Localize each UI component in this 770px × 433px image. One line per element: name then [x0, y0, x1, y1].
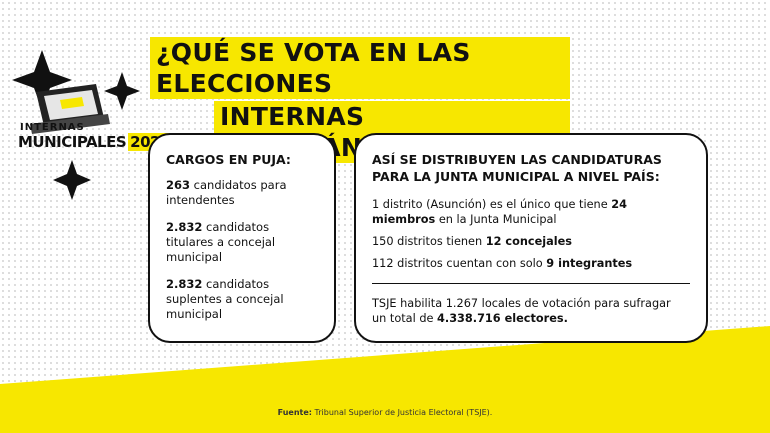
footer-label: Fuente:	[277, 408, 312, 417]
item-list: 263 candidatos para intendentes 2.832 can…	[166, 178, 320, 322]
bold-text: 12 concejales	[485, 235, 573, 248]
text: candidatos titulares a concejal municipa…	[166, 220, 276, 264]
right-card: ASÍ SE DISTRIBUYEN LAS CANDIDATURAS PARA…	[354, 133, 708, 343]
item-list: 1 distrito (Asunción) es el único que ti…	[372, 197, 690, 271]
bold-text: 4.338.716 electores.	[437, 312, 568, 325]
text: 112 distritos cuentan con solo	[372, 257, 547, 270]
text: candidatos suplentes a concejal municipa…	[166, 277, 284, 321]
text: 150 distritos tienen	[372, 235, 486, 248]
left-card: CARGOS EN PUJA: 263 candidatos para inte…	[148, 133, 336, 343]
text: en la Junta Municipal	[435, 213, 557, 226]
ballot-box	[30, 84, 110, 134]
text: candidatos para intendentes	[166, 178, 287, 207]
item: 2.832 candidatos titulares a concejal mu…	[166, 220, 320, 265]
text: TSJE habilita 1.267 locales de votación …	[372, 297, 671, 325]
logo-top: INTERNAS	[20, 122, 85, 133]
sparkles	[12, 50, 140, 200]
bold-text: 9 integrantes	[546, 257, 633, 270]
item: 150 distritos tienen 12 concejales	[372, 234, 690, 249]
yellow-band	[0, 326, 770, 433]
item: 1 distrito (Asunción) es el único que ti…	[372, 197, 690, 227]
bold-text: 2.832	[166, 220, 203, 234]
logo-main-text: MUNICIPALES	[18, 133, 127, 151]
bold-text: 24 miembros	[372, 198, 627, 226]
footer: Fuente: Tribunal Superior de Justicia El…	[0, 408, 770, 417]
bold-text: 263	[166, 178, 191, 192]
note: TSJE habilita 1.267 locales de votación …	[372, 296, 682, 326]
card-heading: CARGOS EN PUJA:	[166, 152, 291, 167]
footer-source: Tribunal Superior de Justicia Electoral …	[314, 408, 493, 417]
bold-text: 2.832	[166, 277, 203, 291]
card-heading: PARA LA JUNTA MUNICIPAL A NIVEL PAÍS:	[372, 169, 660, 184]
text: 1 distrito (Asunción) es el único que ti…	[372, 198, 612, 211]
divider	[372, 283, 690, 284]
item: 2.832 candidatos suplentes a concejal mu…	[166, 277, 320, 322]
item: 263 candidatos para intendentes	[166, 178, 320, 208]
card-heading: ASÍ SE DISTRIBUYEN LAS CANDIDATURAS	[372, 152, 662, 167]
title-line: ¿QUÉ SE VOTA EN LAS ELECCIONES	[150, 37, 570, 99]
item: 112 distritos cuentan con solo 9 integra…	[372, 256, 690, 271]
